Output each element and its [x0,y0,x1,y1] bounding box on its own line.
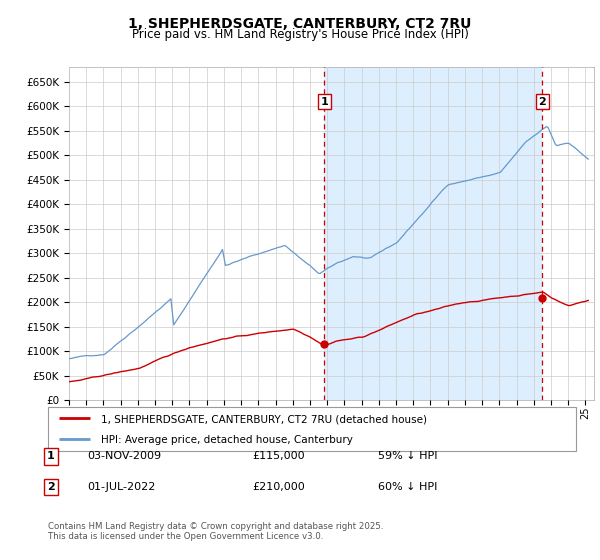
Text: 1, SHEPHERDSGATE, CANTERBURY, CT2 7RU: 1, SHEPHERDSGATE, CANTERBURY, CT2 7RU [128,17,472,31]
Bar [325,67,542,400]
Text: Price paid vs. HM Land Registry's House Price Index (HPI): Price paid vs. HM Land Registry's House … [131,28,469,41]
Text: 59% ↓ HPI: 59% ↓ HPI [378,451,437,461]
Text: 2: 2 [538,96,546,106]
Text: 03-NOV-2009: 03-NOV-2009 [87,451,161,461]
Text: 1: 1 [320,96,328,106]
Text: HPI: Average price, detached house, Canterbury: HPI: Average price, detached house, Cant… [101,435,353,445]
Text: £210,000: £210,000 [252,482,305,492]
Text: 2: 2 [47,482,55,492]
Text: 60% ↓ HPI: 60% ↓ HPI [378,482,437,492]
Text: Contains HM Land Registry data © Crown copyright and database right 2025.
This d: Contains HM Land Registry data © Crown c… [48,522,383,542]
Text: 1: 1 [47,451,55,461]
Text: £115,000: £115,000 [252,451,305,461]
FancyBboxPatch shape [48,407,576,451]
Text: 1, SHEPHERDSGATE, CANTERBURY, CT2 7RU (detached house): 1, SHEPHERDSGATE, CANTERBURY, CT2 7RU (d… [101,414,427,424]
Text: 01-JUL-2022: 01-JUL-2022 [87,482,155,492]
